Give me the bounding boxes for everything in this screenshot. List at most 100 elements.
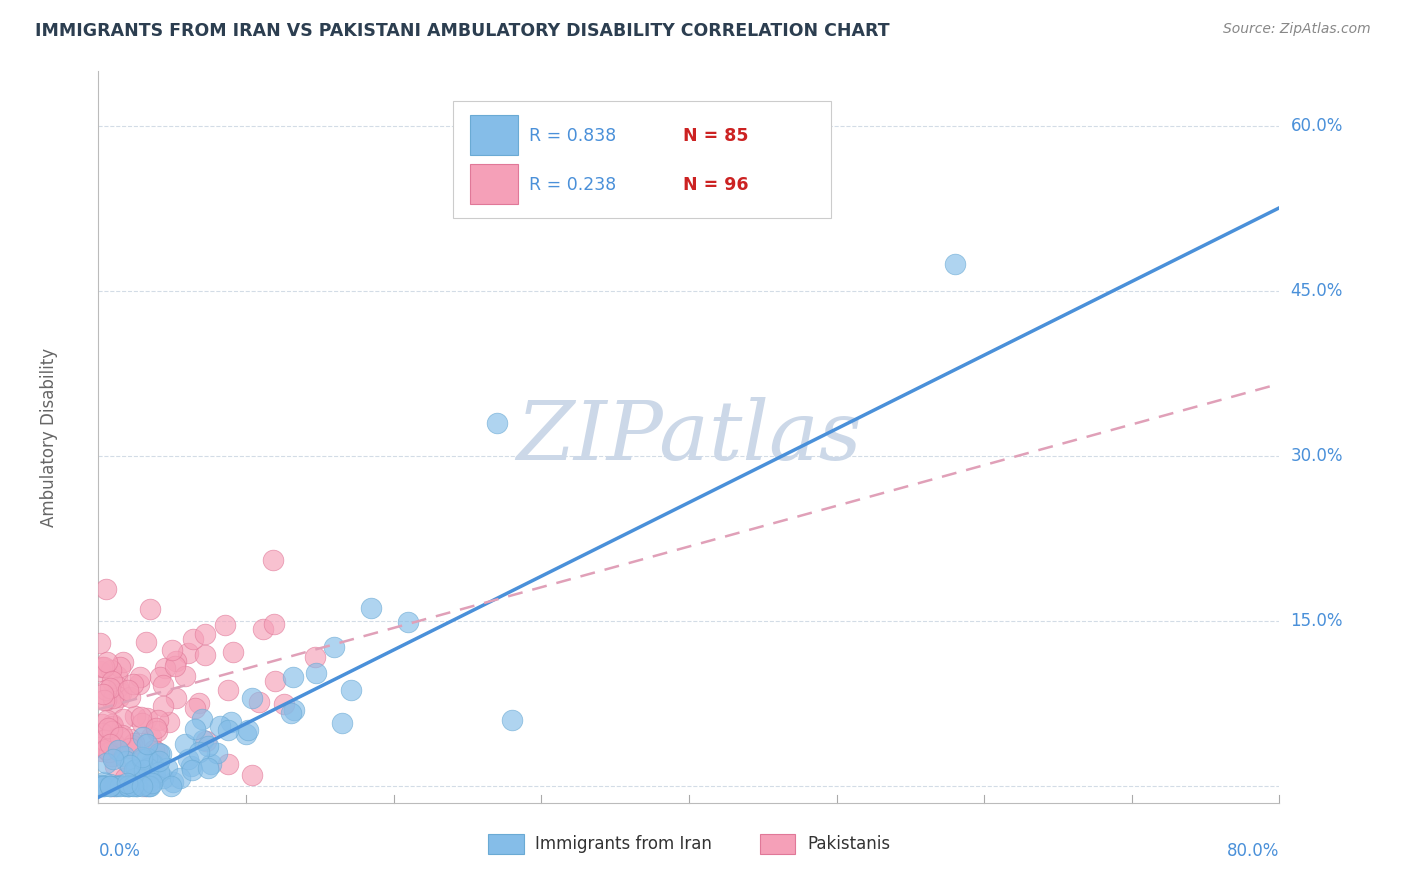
- Point: [91, 725, 114, 739]
- Point: [129, 671, 152, 685]
- Point: [120, 758, 142, 772]
- Point: [143, 770, 166, 784]
- Point: [240, 691, 263, 706]
- Text: R = 0.838: R = 0.838: [530, 127, 617, 145]
- Point: [100, 663, 122, 677]
- Point: [236, 723, 259, 738]
- Point: [152, 698, 174, 713]
- Text: 0.0%: 0.0%: [98, 842, 141, 860]
- Point: [187, 696, 209, 710]
- Text: R = 0.238: R = 0.238: [530, 176, 617, 194]
- FancyBboxPatch shape: [488, 833, 523, 854]
- Point: [160, 779, 183, 793]
- Point: [132, 763, 155, 777]
- Point: [190, 712, 212, 726]
- FancyBboxPatch shape: [453, 101, 831, 218]
- Point: [222, 645, 245, 659]
- Point: [120, 690, 142, 704]
- Point: [89, 780, 111, 794]
- Text: Ambulatory Disability: Ambulatory Disability: [39, 348, 58, 526]
- Point: [138, 773, 160, 788]
- Point: [219, 715, 242, 730]
- Point: [131, 780, 153, 794]
- Point: [136, 751, 159, 765]
- Point: [124, 709, 146, 723]
- Text: 80.0%: 80.0%: [1227, 842, 1279, 860]
- Point: [105, 780, 128, 794]
- Point: [136, 761, 159, 775]
- Point: [156, 761, 179, 775]
- Point: [169, 771, 191, 785]
- Point: [131, 710, 153, 724]
- Point: [90, 717, 112, 731]
- Point: [183, 701, 205, 715]
- Text: Immigrants from Iran: Immigrants from Iran: [536, 835, 713, 853]
- Point: [148, 747, 170, 761]
- Point: [93, 774, 115, 789]
- Point: [280, 706, 302, 721]
- Point: [108, 730, 131, 744]
- Point: [240, 768, 263, 782]
- Point: [174, 669, 197, 683]
- Point: [114, 780, 136, 794]
- Point: [148, 713, 170, 727]
- Point: [117, 780, 139, 794]
- Point: [217, 756, 239, 771]
- Text: N = 85: N = 85: [683, 127, 748, 145]
- Point: [124, 771, 146, 785]
- Point: [103, 736, 125, 750]
- Point: [273, 697, 295, 711]
- Point: [180, 759, 202, 773]
- Point: [89, 636, 111, 650]
- Text: 60.0%: 60.0%: [1291, 118, 1343, 136]
- Text: Pakistanis: Pakistanis: [807, 835, 890, 853]
- Point: [305, 666, 328, 681]
- Point: [105, 669, 128, 683]
- FancyBboxPatch shape: [471, 115, 517, 155]
- Point: [89, 664, 111, 678]
- Point: [107, 690, 129, 705]
- Point: [135, 737, 157, 751]
- Point: [132, 731, 155, 745]
- Point: [340, 682, 363, 697]
- Point: [125, 762, 148, 776]
- Point: [122, 736, 145, 750]
- Point: [131, 716, 153, 731]
- Point: [181, 632, 204, 646]
- Point: [118, 780, 141, 794]
- Point: [283, 703, 305, 717]
- Point: [150, 747, 173, 761]
- Point: [104, 759, 127, 773]
- Point: [141, 730, 163, 744]
- Point: [146, 745, 169, 759]
- Point: [101, 724, 124, 739]
- Point: [247, 695, 270, 709]
- Point: [197, 739, 219, 753]
- Point: [114, 771, 136, 785]
- Point: [143, 764, 166, 779]
- Point: [94, 742, 117, 756]
- Point: [101, 717, 124, 731]
- Point: [125, 780, 148, 794]
- Point: [304, 650, 326, 665]
- Point: [93, 733, 115, 747]
- Point: [180, 763, 202, 777]
- Point: [117, 780, 139, 794]
- Point: [152, 772, 174, 786]
- Point: [100, 780, 122, 794]
- Point: [107, 680, 129, 694]
- Point: [235, 727, 257, 741]
- Point: [91, 744, 114, 758]
- Point: [118, 740, 141, 755]
- Point: [110, 686, 132, 700]
- Point: [101, 696, 124, 710]
- Point: [117, 776, 139, 790]
- Point: [163, 659, 186, 673]
- Point: [360, 600, 382, 615]
- Point: [145, 721, 167, 735]
- Point: [194, 734, 217, 748]
- Point: [146, 723, 169, 738]
- Point: [121, 738, 143, 752]
- Point: [330, 716, 353, 731]
- Point: [108, 780, 131, 794]
